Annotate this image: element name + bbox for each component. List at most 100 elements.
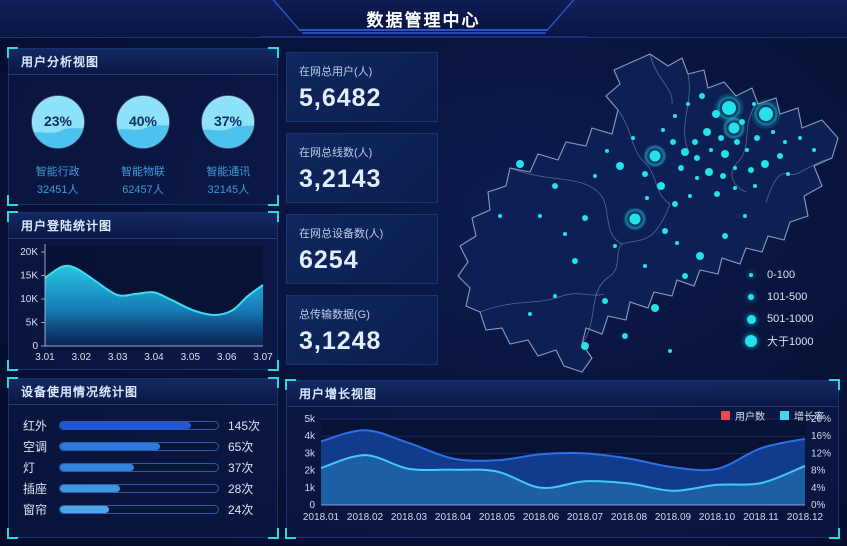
- svg-text:3.05: 3.05: [181, 352, 201, 363]
- legend-dot-icon: [749, 273, 753, 277]
- svg-text:3.04: 3.04: [144, 352, 164, 363]
- liquid-gauge-svg: 40%: [116, 95, 170, 149]
- panel-title: 用户登陆统计图: [9, 213, 277, 239]
- bar-track: [59, 463, 219, 472]
- svg-text:3.01: 3.01: [35, 352, 55, 363]
- corner-accent-icon: [285, 528, 296, 539]
- legend-dot-icon: [745, 335, 757, 347]
- corner-accent-icon: [285, 379, 296, 390]
- device-bar-list: 红外 145次 空调 65次灯 37次 插座 28次 窗帘 24次: [9, 405, 277, 517]
- map-legend-item: 101-500: [744, 286, 814, 308]
- svg-text:3k: 3k: [304, 448, 316, 459]
- header-bar: 数据管理中心: [0, 0, 847, 38]
- stat-card-total-data: 总传输数据(G) 3,1248: [286, 295, 438, 365]
- device-usage-value: 37次: [228, 461, 254, 475]
- corner-accent-icon: [7, 195, 18, 206]
- bar-track: [59, 442, 219, 451]
- svg-text:15K: 15K: [20, 271, 38, 282]
- map-legend: 0-100 101-500 501-1000 大于1000: [744, 264, 814, 352]
- svg-text:2018.05: 2018.05: [479, 512, 516, 523]
- liquid-gauge-svg: 37%: [201, 95, 256, 149]
- svg-text:40%: 40%: [129, 113, 158, 129]
- bar-fill: [60, 506, 109, 513]
- device-usage-value: 28次: [228, 482, 254, 496]
- bar-fill: [60, 464, 135, 471]
- svg-text:0: 0: [32, 341, 38, 352]
- panel-title: 设备使用情况统计图: [9, 379, 277, 405]
- stat-card-total-lines: 在网总线数(人) 3,2143: [286, 133, 438, 203]
- stat-card-total-devices: 在网总设备数(人) 6254: [286, 214, 438, 284]
- corner-accent-icon: [268, 360, 279, 371]
- corner-accent-icon: [268, 528, 279, 539]
- svg-text:5k: 5k: [304, 414, 316, 425]
- header-accent-line: [258, 36, 589, 38]
- svg-text:10K: 10K: [20, 294, 38, 305]
- legend-item-growth-rate: 增长率: [780, 408, 824, 423]
- svg-text:2018.04: 2018.04: [435, 512, 472, 523]
- svg-text:20%: 20%: [811, 414, 831, 425]
- bar-fill: [60, 485, 121, 492]
- corner-accent-icon: [268, 195, 279, 206]
- panel-user-analysis: 用户分析视图 23% 智能行政 32451人 40% 智能物联 62457人 3…: [7, 47, 279, 206]
- page-title: 数据管理中心: [366, 11, 481, 30]
- corner-accent-icon: [268, 47, 279, 58]
- corner-accent-icon: [7, 360, 18, 371]
- panel-device-usage: 设备使用情况统计图 红外 145次 空调 65次灯 37次 插座 28次 窗帘 24次: [7, 377, 279, 539]
- chart-legend: 用户数 增长率: [721, 408, 824, 423]
- bar-fill: [60, 422, 192, 429]
- growth-area-chart-svg: 0 0% 1k 4% 2k 8% 3k 12% 4k 16% 5k 20% 2018.01 2018.02…: [303, 414, 831, 523]
- svg-text:3.02: 3.02: [72, 352, 92, 363]
- corner-accent-icon: [829, 379, 840, 390]
- device-bar-row: 窗帘 24次: [23, 502, 265, 517]
- svg-text:16%: 16%: [811, 431, 831, 442]
- growth-area-chart: 0 0% 1k 4% 2k 8% 3k 12% 4k 16% 5k 20% 2018.01 2018.02…: [287, 407, 838, 539]
- svg-text:2018.03: 2018.03: [391, 512, 428, 523]
- map-legend-label: 大于1000: [767, 336, 814, 348]
- panel-user-growth: 用户增长视图 用户数 增长率 0 0% 1k 4% 2k 8% 3k 12% 4k 16% 5k 20…: [285, 379, 840, 539]
- corner-accent-icon: [7, 47, 18, 58]
- bar-fill: [60, 443, 160, 450]
- legend-dot-icon: [746, 314, 756, 324]
- gauge-admin: 23% 智能行政 32451人: [17, 93, 99, 197]
- stat-card-total-users: 在网总用户(人) 5,6482: [286, 52, 438, 122]
- region-map-svg: [457, 53, 839, 373]
- corner-accent-icon: [7, 528, 18, 539]
- svg-text:3.06: 3.06: [217, 352, 237, 363]
- corner-accent-icon: [268, 211, 279, 222]
- svg-text:3.07: 3.07: [253, 352, 273, 363]
- device-name: 插座: [23, 482, 48, 496]
- region-map: [436, 46, 842, 380]
- bar-track: [59, 421, 219, 430]
- map-legend-label: 501-1000: [767, 313, 814, 325]
- svg-text:2018.08: 2018.08: [611, 512, 648, 523]
- panel-login-stats: 用户登陆统计图 0 5K 10K 15K 20K 3.01 3.02 3.03 3.04 3.05…: [7, 211, 279, 371]
- svg-text:2018.07: 2018.07: [567, 512, 604, 523]
- gauge-comm: 37% 智能通讯 32145人: [187, 93, 269, 197]
- login-area-chart: 0 5K 10K 15K 20K 3.01 3.02 3.03 3.04 3.05 3.06 3.07: [9, 240, 277, 370]
- svg-text:2018.02: 2018.02: [347, 512, 384, 523]
- liquid-gauge: 40%: [102, 93, 184, 156]
- legend-swatch: [721, 411, 730, 420]
- svg-text:2018.09: 2018.09: [655, 512, 692, 523]
- device-bar-row: 空调 65次: [23, 439, 265, 454]
- svg-text:37%: 37%: [214, 113, 243, 129]
- map-legend-label: 101-500: [767, 291, 808, 303]
- device-usage-value: 24次: [228, 503, 254, 517]
- device-usage-value: 145次: [228, 419, 261, 433]
- svg-text:0%: 0%: [811, 500, 826, 511]
- corner-accent-icon: [7, 211, 18, 222]
- corner-accent-icon: [829, 528, 840, 539]
- device-name: 窗帘: [23, 503, 48, 517]
- svg-text:2018.01: 2018.01: [303, 512, 340, 523]
- device-usage-value: 65次: [228, 440, 254, 454]
- corner-accent-icon: [7, 377, 18, 388]
- svg-text:5K: 5K: [26, 318, 39, 329]
- bar-track: [59, 484, 219, 493]
- legend-swatch: [780, 411, 789, 420]
- header-trapezoid: [273, 0, 575, 31]
- map-legend-item: 大于1000: [744, 330, 814, 352]
- svg-text:2018.12: 2018.12: [787, 512, 824, 523]
- bar-track: [59, 505, 219, 514]
- svg-text:8%: 8%: [811, 466, 826, 477]
